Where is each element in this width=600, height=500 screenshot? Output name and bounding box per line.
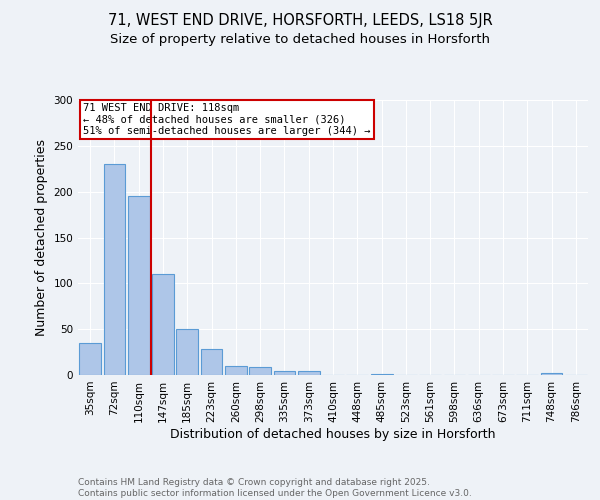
Bar bbox=[249, 367, 271, 375]
Text: Contains HM Land Registry data © Crown copyright and database right 2025.
Contai: Contains HM Land Registry data © Crown c… bbox=[78, 478, 472, 498]
Text: 71 WEST END DRIVE: 118sqm
← 48% of detached houses are smaller (326)
51% of semi: 71 WEST END DRIVE: 118sqm ← 48% of detac… bbox=[83, 103, 371, 136]
X-axis label: Distribution of detached houses by size in Horsforth: Distribution of detached houses by size … bbox=[170, 428, 496, 440]
Bar bbox=[128, 196, 149, 375]
Y-axis label: Number of detached properties: Number of detached properties bbox=[35, 139, 48, 336]
Text: 71, WEST END DRIVE, HORSFORTH, LEEDS, LS18 5JR: 71, WEST END DRIVE, HORSFORTH, LEEDS, LS… bbox=[107, 12, 493, 28]
Bar bbox=[541, 373, 562, 375]
Text: Size of property relative to detached houses in Horsforth: Size of property relative to detached ho… bbox=[110, 32, 490, 46]
Bar bbox=[176, 329, 198, 375]
Bar bbox=[298, 372, 320, 375]
Bar bbox=[371, 374, 392, 375]
Bar bbox=[200, 350, 223, 375]
Bar bbox=[225, 366, 247, 375]
Bar bbox=[274, 372, 295, 375]
Bar bbox=[104, 164, 125, 375]
Bar bbox=[152, 274, 174, 375]
Bar bbox=[79, 343, 101, 375]
